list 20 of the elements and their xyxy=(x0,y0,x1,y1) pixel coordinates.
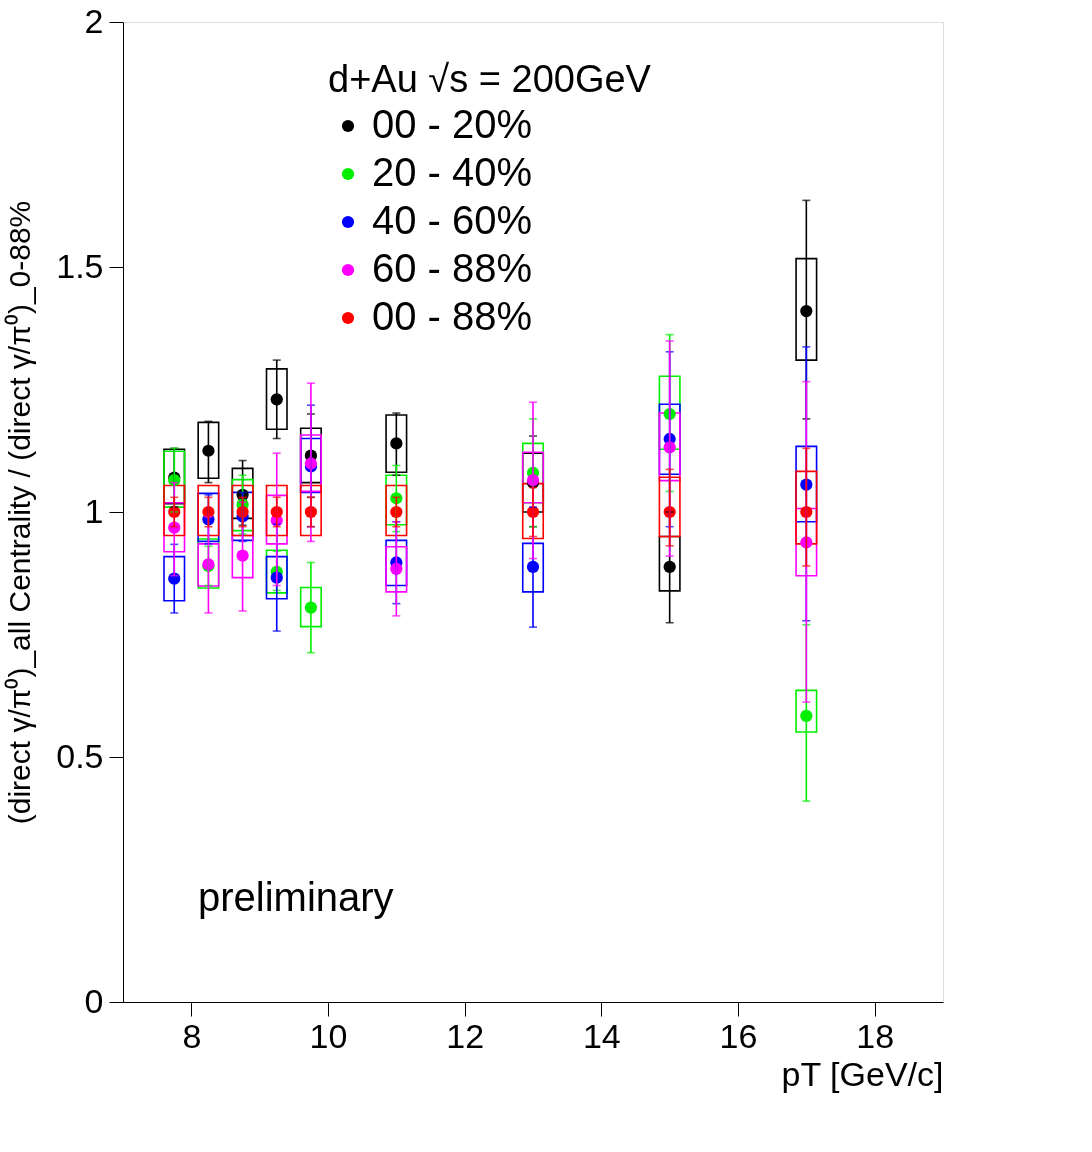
y-tick-label: 0.5 xyxy=(56,736,104,775)
x-axis-title: pT [GeV/c] xyxy=(781,1054,944,1093)
x-tick-label: 12 xyxy=(446,1016,485,1055)
y-tick-label: 1 xyxy=(84,491,104,530)
legend-label: 00 - 20% xyxy=(372,102,533,146)
annotation: preliminary xyxy=(198,875,394,920)
legend-label: 00 - 88% xyxy=(372,294,533,338)
legend-title: d+Au √s = 200GeV xyxy=(328,58,652,100)
x-tick-label: 8 xyxy=(182,1016,202,1055)
y-tick-label: 2 xyxy=(84,1,104,40)
x-tick-label: 18 xyxy=(856,1016,895,1055)
x-tick-label: 14 xyxy=(582,1016,621,1055)
legend-label: 40 - 60% xyxy=(372,198,533,242)
x-tick-label: 10 xyxy=(309,1016,348,1055)
y-axis-title: (direct γ/π⁰)_all Centrality / (direct γ/π⁰)_0-88% xyxy=(3,200,37,825)
legend-label: 20 - 40% xyxy=(372,150,533,194)
y-tick-label: 1.5 xyxy=(56,246,104,285)
legend-label: 60 - 88% xyxy=(372,246,533,290)
x-tick-label: 16 xyxy=(719,1016,758,1055)
y-tick-label: 0 xyxy=(84,981,104,1020)
